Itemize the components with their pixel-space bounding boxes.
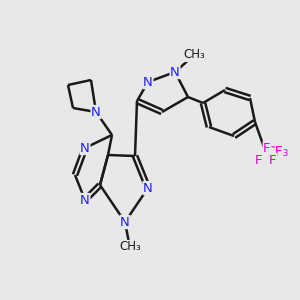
- Text: N: N: [143, 182, 153, 194]
- Text: N: N: [170, 65, 180, 79]
- Text: N: N: [143, 76, 153, 88]
- Text: N: N: [80, 142, 90, 154]
- Text: N: N: [91, 106, 101, 118]
- Text: N: N: [80, 194, 90, 206]
- Text: F: F: [263, 142, 271, 154]
- Text: CH₃: CH₃: [183, 49, 205, 62]
- Text: F: F: [269, 154, 277, 166]
- Text: CF₃: CF₃: [265, 145, 288, 159]
- Text: N: N: [120, 215, 130, 229]
- Text: CH₃: CH₃: [119, 241, 141, 254]
- Text: F: F: [255, 154, 263, 166]
